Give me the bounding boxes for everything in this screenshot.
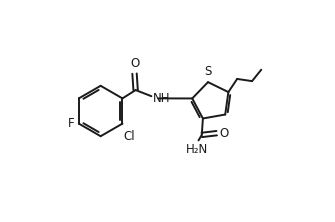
Text: F: F	[68, 117, 75, 130]
Text: Cl: Cl	[124, 130, 135, 143]
Text: O: O	[219, 127, 228, 140]
Text: O: O	[130, 57, 139, 70]
Text: NH: NH	[153, 92, 171, 105]
Text: H₂N: H₂N	[186, 143, 208, 156]
Text: S: S	[204, 65, 212, 78]
